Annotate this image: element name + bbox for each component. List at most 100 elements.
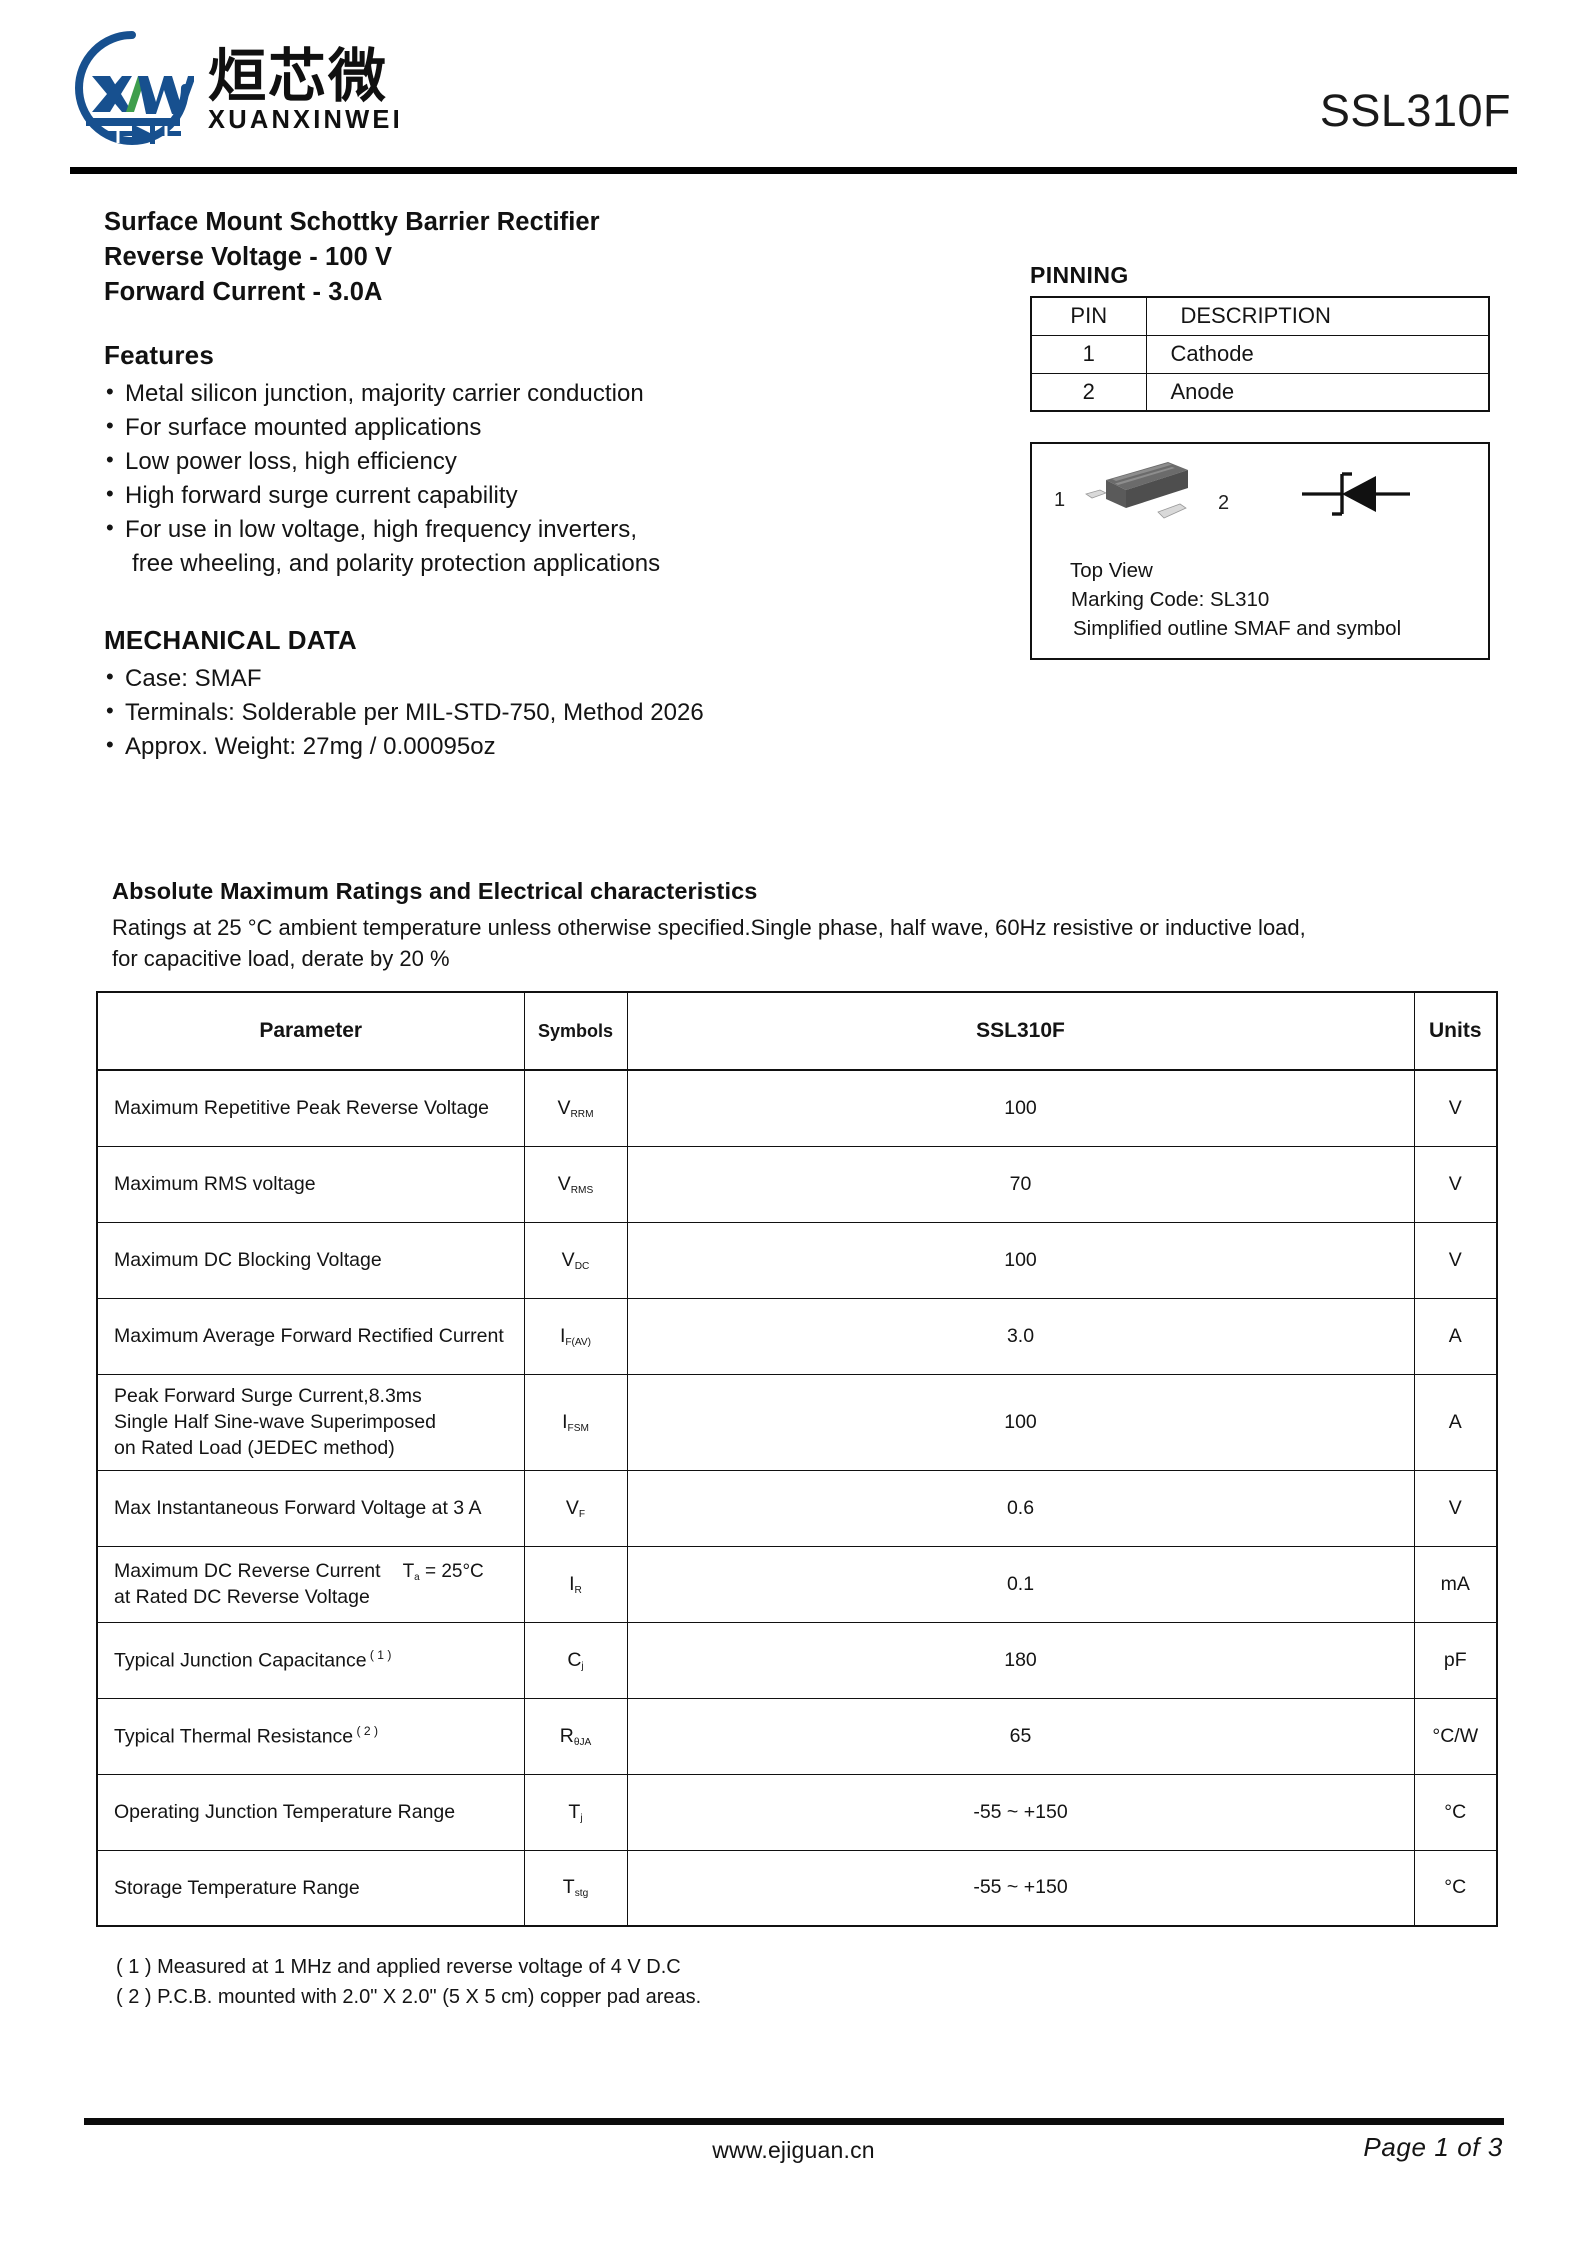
spec-symbol-subscript: RRM (570, 1108, 594, 1120)
spec-value-cell: 65 (626, 1697, 1415, 1775)
pinning-header-description: DESCRIPTION (1145, 296, 1490, 336)
ratings-note-line-2: for capacitive load, derate by 20 % (112, 946, 450, 972)
mechanical-item-label: Terminals: Solderable per MIL-STD-750, M… (125, 699, 704, 727)
spec-symbol-cell: VF (523, 1469, 628, 1547)
spec-symbol-subscript: stg (574, 1888, 589, 1900)
footnote-1: ( 1 ) Measured at 1 MHz and applied reve… (116, 1956, 681, 1978)
package-graphic: 1 2 (1032, 444, 1488, 552)
spec-value-cell: -55 ~ +150 (626, 1773, 1415, 1851)
spec-value-cell: 100 (626, 1373, 1415, 1471)
feature-item: Low power loss, high efficiency (104, 444, 894, 479)
spec-parameter-line: Peak Forward Surge Current,8.3ms (114, 1384, 422, 1407)
spec-symbol-cell: RθJA (523, 1697, 628, 1775)
product-title-line-1: Surface Mount Schottky Barrier Rectifier (104, 208, 600, 236)
brand-name-cn: 烜芯微 (208, 41, 389, 110)
spec-symbol-cell: Tj (523, 1773, 628, 1851)
brand-name-en: XUANXINWEI (208, 105, 403, 134)
table-row: Typical Thermal Resistance ( 2 ) RθJA 65 °C… (96, 1697, 1498, 1775)
table-footnotes: ( 1 ) Measured at 1 MHz and applied reve… (116, 1952, 701, 2012)
spec-parameter-cell: Typical Thermal Resistance ( 2 ) (96, 1697, 525, 1775)
spec-parameter-cell: Max Instantaneous Forward Voltage at 3 A (96, 1469, 525, 1547)
spec-unit-cell: A (1413, 1373, 1498, 1471)
spec-parameter-cell: Maximum Repetitive Peak Reverse Voltage (96, 1069, 525, 1147)
specifications-table-wrapper: Parameter Symbols SSL310F Units Maximum … (96, 991, 1498, 1927)
company-branding: 烜芯微 XUANXINWEI (70, 26, 403, 150)
table-row: Maximum RMS voltage VRMS 70 V (96, 1145, 1498, 1223)
xuanxinwei-logo-icon (70, 26, 196, 150)
package-marking-code: Marking Code: SL310 (1071, 588, 1270, 612)
spec-parameter-line: Operating Junction Temperature Range (114, 1800, 456, 1823)
mechanical-item: Case: SMAF (104, 661, 894, 696)
feature-item: For use in low voltage, high frequency i… (104, 512, 894, 581)
header-divider (70, 167, 1517, 174)
pinning-header-pin: PIN (1030, 296, 1147, 336)
table-row: Maximum DC Blocking Voltage VDC 100 V (96, 1221, 1498, 1299)
spec-parameter-cell: Maximum Average Forward Rectified Curren… (96, 1297, 525, 1375)
spec-unit-cell: °C (1413, 1849, 1498, 1927)
ratings-note-line-1: Ratings at 25 °C ambient temperature unl… (112, 915, 1306, 940)
pin-number: 1 (1030, 334, 1147, 374)
spec-symbol-subscript: F(AV) (565, 1336, 592, 1348)
spec-symbol-subscript: j (581, 1660, 584, 1672)
mechanical-item-label: Case: SMAF (125, 665, 262, 693)
table-row: Maximum Repetitive Peak Reverse Voltage V… (96, 1069, 1498, 1147)
spec-parameter-line: Maximum RMS voltage (114, 1172, 316, 1195)
spec-parameter-cell: Maximum RMS voltage (96, 1145, 525, 1223)
left-content-column: Surface Mount Schottky Barrier Rectifier… (104, 205, 894, 764)
spec-parameter-line: Max Instantaneous Forward Voltage at 3 A (114, 1496, 482, 1519)
spec-value-cell: 180 (626, 1621, 1415, 1699)
spec-parameter-line: Maximum DC Reverse Current Ta = 25°C (114, 1559, 484, 1583)
footnote-2: ( 2 ) P.C.B. mounted with 2.0" X 2.0" (5… (116, 1986, 702, 2008)
product-title-line-3: Forward Current - 3.0A (104, 277, 383, 306)
mechanical-item: Terminals: Solderable per MIL-STD-750, M… (104, 695, 894, 730)
spec-symbol-subscript: DC (574, 1260, 590, 1272)
package-pin-1-label: 1 (1054, 489, 1066, 511)
schottky-diode-symbol-icon (1300, 466, 1412, 527)
spec-header-symbols: Symbols (523, 991, 628, 1071)
feature-item: Metal silicon junction, majority carrier… (104, 376, 894, 411)
features-list: Metal silicon junction, majority carrier… (104, 376, 894, 581)
feature-item-label: Low power loss, high efficiency (125, 447, 457, 475)
spec-symbol-subscript: RMS (570, 1184, 594, 1196)
spec-value-cell: 100 (626, 1069, 1415, 1147)
spec-symbol-cell: Tstg (523, 1849, 628, 1927)
spec-parameter-line: Single Half Sine-wave Superimposed (114, 1410, 436, 1433)
table-row: PIN DESCRIPTION (1030, 296, 1490, 336)
package-caption-line-1: Top View (1070, 559, 1153, 582)
feature-item-label: For use in low voltage, high frequency i… (125, 516, 638, 544)
spec-parameter-line: Maximum DC Blocking Voltage (114, 1248, 382, 1271)
spec-symbol-cell: VRMS (523, 1145, 628, 1223)
footer-divider (84, 2118, 1504, 2125)
spec-symbol-subscript: θJA (573, 1736, 592, 1748)
spec-parameter-line: Typical Thermal Resistance ( 2 ) (114, 1723, 378, 1748)
feature-item-label: Metal silicon junction, majority carrier… (125, 379, 644, 407)
feature-item-continuation: free wheeling, and polarity protection a… (132, 550, 661, 578)
pin-description: Cathode (1145, 334, 1490, 374)
spec-unit-cell: °C/W (1413, 1697, 1498, 1775)
spec-unit-cell: A (1413, 1297, 1498, 1375)
spec-parameter-line: on Rated Load (JEDEC method) (114, 1437, 395, 1460)
footer-website[interactable]: www.ejiguan.cn (712, 2137, 875, 2163)
spec-parameter-cell: Storage Temperature Range (96, 1849, 525, 1927)
spec-symbol-cell: IR (523, 1545, 628, 1623)
ratings-heading: Absolute Maximum Ratings and Electrical … (112, 878, 758, 904)
spec-unit-cell: pF (1413, 1621, 1498, 1699)
table-header-row: Parameter Symbols SSL310F Units (96, 991, 1498, 1071)
spec-symbol-subscript: R (574, 1584, 582, 1596)
spec-symbol-cell: IF(AV) (523, 1297, 628, 1375)
brand-text-block: 烜芯微 XUANXINWEI (208, 41, 403, 134)
feature-item-label: High forward surge current capability (125, 482, 518, 509)
spec-unit-cell: V (1413, 1069, 1498, 1147)
table-row: Operating Junction Temperature Range Tj -5… (96, 1773, 1498, 1851)
spec-symbol-subscript: F (578, 1508, 586, 1520)
mechanical-item-label: Approx. Weight: 27mg / 0.00095oz (125, 733, 496, 761)
product-title-block: Surface Mount Schottky Barrier Rectifier… (104, 205, 894, 310)
spec-parameter-cell: Typical Junction Capacitance ( 1 ) (96, 1621, 525, 1699)
spec-unit-cell: °C (1413, 1773, 1498, 1851)
mechanical-data-list: Case: SMAF Terminals: Solderable per MIL… (104, 661, 894, 764)
spec-value-cell: 0.1 (626, 1545, 1415, 1623)
spec-unit-cell: V (1413, 1469, 1498, 1547)
package-pin-2-label: 2 (1218, 492, 1230, 514)
pin-description: Anode (1145, 372, 1490, 412)
mechanical-data-heading: MECHANICAL DATA (104, 625, 357, 656)
